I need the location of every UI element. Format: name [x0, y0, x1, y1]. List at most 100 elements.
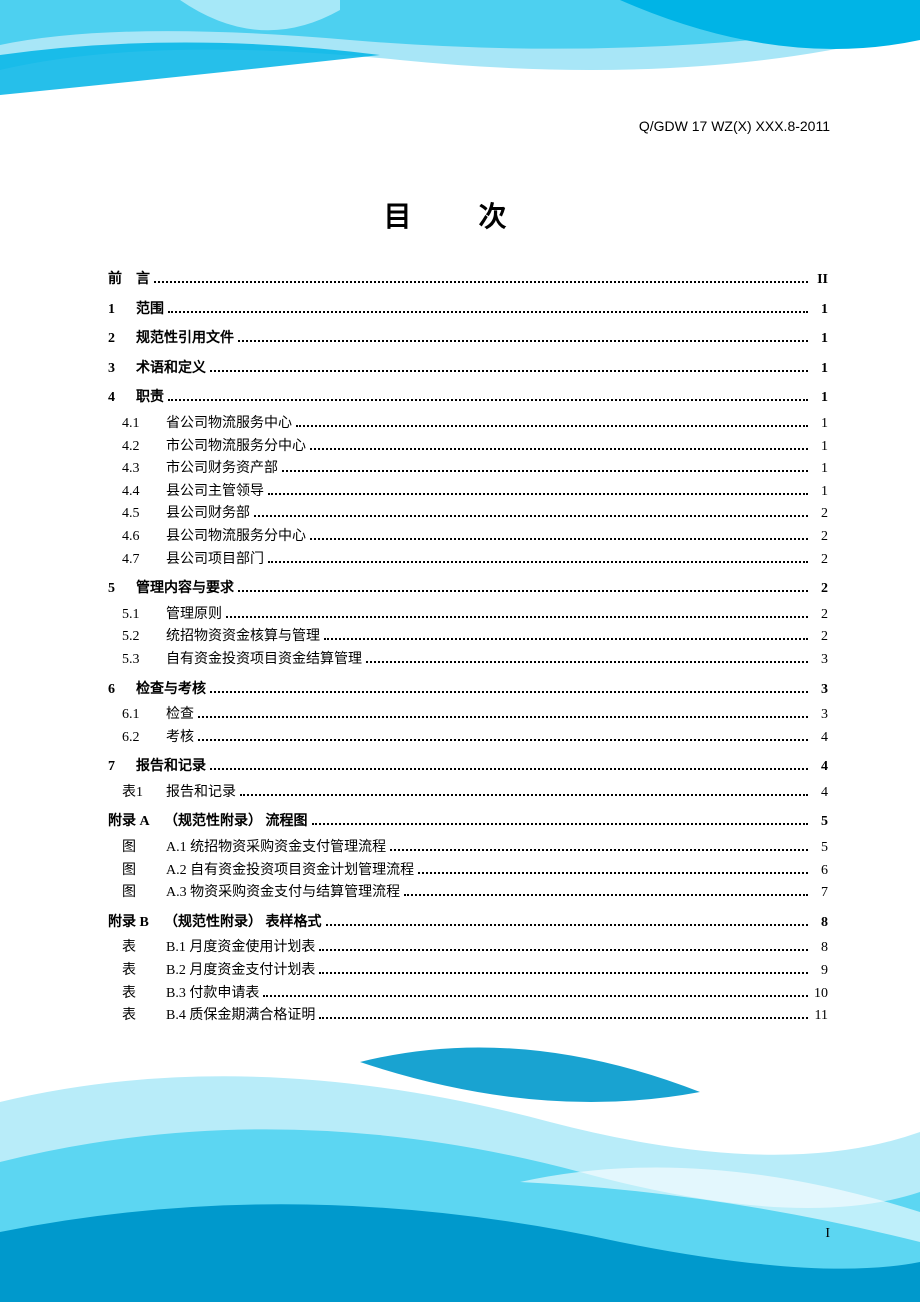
toc-leader-dots: [319, 1017, 808, 1019]
toc-page: 2: [812, 605, 828, 625]
toc-row: 4.2市公司物流服务分中心 1: [108, 437, 828, 457]
toc-leader-dots: [238, 590, 808, 592]
toc-number: 6.1: [108, 705, 166, 725]
toc-leader-dots: [404, 894, 808, 896]
toc-row: 5.3自有资金投资项目资金结算管理3: [108, 650, 828, 670]
toc-number: 图: [108, 861, 166, 881]
toc-row: 4.6县公司物流服务分中心 2: [108, 527, 828, 547]
toc-row: 4.5县公司财务部2: [108, 504, 828, 524]
toc-page: 5: [812, 812, 828, 832]
toc-leader-dots: [210, 691, 808, 693]
toc-row: 5管理内容与要求2: [108, 579, 828, 599]
toc-number: 4.6: [108, 527, 166, 547]
toc-label: 县公司主管领导: [166, 482, 264, 502]
toc-leader-dots: [312, 823, 809, 825]
toc-row: 图A.3 物资采购资金支付与结算管理流程7: [108, 883, 828, 903]
toc-page: 2: [812, 627, 828, 647]
toc-page: 6: [812, 861, 828, 881]
toc-leader-dots: [226, 616, 808, 618]
toc-number: 3: [108, 359, 136, 379]
toc-page: 3: [812, 650, 828, 670]
table-of-contents: 前言II1范围12规范性引用文件13术语和定义14职责14.1省公司物流服务中心…: [108, 270, 828, 1029]
toc-row: 3术语和定义1: [108, 359, 828, 379]
toc-row: 表B.4 质保金期满合格证明11: [108, 1006, 828, 1026]
page-title: 目 次: [0, 195, 920, 235]
toc-number: 表1: [108, 783, 166, 803]
toc-label: 言: [136, 270, 150, 290]
toc-page: 1: [812, 482, 828, 502]
toc-row: 2规范性引用文件1: [108, 329, 828, 349]
toc-leader-dots: [254, 515, 808, 517]
toc-row: 6.1检查3: [108, 705, 828, 725]
toc-page: II: [812, 270, 828, 290]
toc-row: 表B.3 付款申请表10: [108, 984, 828, 1004]
toc-label: B.1 月度资金使用计划表: [166, 938, 315, 958]
toc-number: 5.2: [108, 627, 166, 647]
toc-number: 4.1: [108, 414, 166, 434]
toc-label: 市公司物流服务分中心: [166, 437, 306, 457]
toc-page: 7: [812, 883, 828, 903]
toc-label: 职责: [136, 388, 164, 408]
toc-leader-dots: [296, 425, 808, 427]
toc-page: 1: [812, 437, 828, 457]
toc-page: 5: [812, 838, 828, 858]
toc-leader-dots: [366, 661, 808, 663]
toc-number: 表: [108, 961, 166, 981]
toc-leader-dots: [168, 399, 808, 401]
toc-page: 1: [812, 359, 828, 379]
toc-leader-dots: [418, 872, 808, 874]
toc-page: 4: [812, 757, 828, 777]
page-number: I: [825, 1226, 830, 1242]
toc-label: A.2 自有资金投资项目资金计划管理流程: [166, 861, 414, 881]
toc-page: 1: [812, 459, 828, 479]
toc-label: 报告和记录: [136, 757, 206, 777]
toc-leader-dots: [390, 849, 808, 851]
toc-number: 4.2: [108, 437, 166, 457]
toc-row: 6检查与考核3: [108, 680, 828, 700]
toc-leader-dots: [210, 768, 808, 770]
toc-label: 考核: [166, 728, 194, 748]
toc-page: 8: [812, 913, 828, 933]
toc-leader-dots: [210, 370, 808, 372]
toc-page: 1: [812, 414, 828, 434]
toc-label: B.3 付款申请表: [166, 984, 259, 1004]
toc-number: 4.3: [108, 459, 166, 479]
toc-label: 县公司项目部门: [166, 550, 264, 570]
toc-number: 6: [108, 680, 136, 700]
toc-leader-dots: [319, 972, 808, 974]
toc-page: 1: [812, 388, 828, 408]
toc-page: 3: [812, 680, 828, 700]
toc-row: 1范围1: [108, 300, 828, 320]
toc-label: 县公司物流服务分中心: [166, 527, 306, 547]
toc-number: 前: [108, 270, 136, 290]
toc-row: 图A.2 自有资金投资项目资金计划管理流程 6: [108, 861, 828, 881]
toc-leader-dots: [268, 561, 808, 563]
toc-leader-dots: [154, 281, 808, 283]
toc-page: 10: [812, 984, 828, 1004]
toc-label: A.1 统招物资采购资金支付管理流程: [166, 838, 386, 858]
toc-page: 2: [812, 527, 828, 547]
toc-page: 2: [812, 579, 828, 599]
toc-number: 6.2: [108, 728, 166, 748]
toc-leader-dots: [198, 716, 808, 718]
toc-page: 11: [812, 1006, 828, 1026]
toc-row: 4.7县公司项目部门2: [108, 550, 828, 570]
toc-number: 图: [108, 838, 166, 858]
toc-label: A.3 物资采购资金支付与结算管理流程: [166, 883, 400, 903]
toc-number: 附录 A: [108, 812, 164, 832]
toc-number: 表: [108, 938, 166, 958]
toc-label: B.2 月度资金支付计划表: [166, 961, 315, 981]
toc-leader-dots: [263, 995, 808, 997]
toc-number: 1: [108, 300, 136, 320]
toc-leader-dots: [319, 949, 808, 951]
toc-row: 4职责1: [108, 388, 828, 408]
toc-leader-dots: [324, 638, 808, 640]
toc-row: 图A.1 统招物资采购资金支付管理流程 5: [108, 838, 828, 858]
toc-label: 市公司财务资产部: [166, 459, 278, 479]
toc-number: 2: [108, 329, 136, 349]
toc-number: 5.1: [108, 605, 166, 625]
toc-leader-dots: [310, 538, 808, 540]
toc-label: 报告和记录: [166, 783, 236, 803]
toc-number: 4.5: [108, 504, 166, 524]
toc-page: 8: [812, 938, 828, 958]
